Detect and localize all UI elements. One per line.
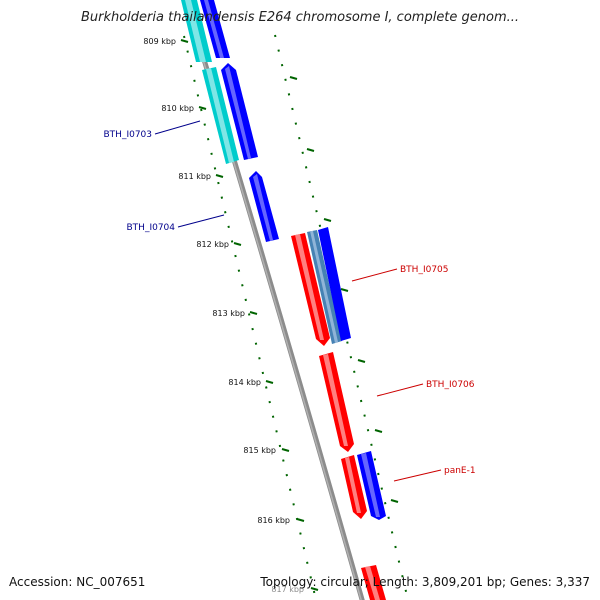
red-cds-bottom-highlight	[365, 566, 380, 600]
tick-label-812: 812 kbp	[196, 240, 229, 249]
reverse-cds-features	[291, 233, 386, 600]
ruler-major-tick	[289, 76, 298, 80]
ruler-major-tick	[340, 288, 349, 292]
cyan-feature-bth-i0703-highlight	[206, 68, 234, 163]
callout-bth-i0706	[376, 383, 424, 397]
tick-label-814: 814 kbp	[228, 378, 261, 387]
callout-pane-1	[393, 469, 442, 482]
outer-ruler	[274, 34, 409, 600]
kbp-labels: 809 kbp 810 kbp 811 kbp 812 kbp 813 kbp …	[143, 37, 304, 594]
blue-cds-bth-i0703-highlight	[225, 66, 251, 159]
summary-text: Topology: circular; Length: 3,809,201 bp…	[260, 575, 590, 589]
callout-bth-i0705	[351, 268, 398, 282]
ruler-major-tick	[249, 311, 258, 315]
callout-bth-i0704	[177, 214, 225, 228]
outer-track-features	[307, 227, 386, 520]
steel-feature-highlight	[310, 231, 338, 343]
ruler-major-tick	[215, 174, 224, 178]
tick-label-813: 813 kbp	[212, 309, 245, 318]
tick-label-816: 816 kbp	[257, 516, 290, 525]
ruler-major-tick	[374, 429, 383, 433]
ruler-major-tick	[390, 499, 399, 503]
gene-label-bth-i0703[interactable]: BTH_I0703	[104, 130, 153, 140]
blue-cds-bth-i0704-highlight	[253, 174, 273, 241]
ruler-major-tick	[233, 242, 242, 246]
tick-label-810: 810 kbp	[161, 104, 194, 113]
ruler-major-tick	[323, 218, 332, 222]
callout-lines	[154, 120, 442, 482]
ruler-major-tick	[357, 359, 366, 363]
red-cds-bth-i0705-highlight	[295, 234, 324, 340]
blue-cds-top-highlight	[204, 0, 224, 58]
ruler-minor-ticks	[183, 35, 317, 600]
ruler-major-tick	[296, 518, 305, 522]
red-cds-pane-1-highlight	[345, 457, 361, 513]
tick-label-811: 811 kbp	[178, 172, 211, 181]
gene-label-bth-i0704[interactable]: BTH_I0704	[127, 223, 176, 233]
forward-cds-features	[200, 0, 279, 242]
cyan-features	[181, 0, 239, 164]
gene-label-pane-1[interactable]: panE-1	[444, 466, 476, 476]
gene-labels: BTH_I0703 BTH_I0704 BTH_I0705 BTH_I0706 …	[104, 130, 476, 476]
blue-outer-bth-i0705	[318, 227, 351, 341]
ruler-major-tick	[306, 148, 315, 152]
accession-text: Accession: NC_007651	[9, 575, 146, 589]
cyan-feature-highlight	[185, 0, 206, 62]
tick-label-809: 809 kbp	[143, 37, 176, 46]
callout-bth-i0703	[154, 120, 201, 135]
inner-ruler	[180, 35, 319, 600]
ruler-major-tick	[180, 39, 189, 43]
blue-outer-pane-1-highlight	[361, 453, 380, 517]
ruler-major-tick	[310, 587, 319, 591]
ruler-major-tick	[198, 106, 207, 110]
tick-label-815: 815 kbp	[243, 446, 276, 455]
ruler-major-tick	[281, 448, 290, 452]
red-cds-bth-i0706-highlight	[323, 354, 348, 446]
gene-label-bth-i0706[interactable]: BTH_I0706	[426, 380, 475, 390]
ruler-major-tick	[265, 380, 274, 384]
map-title: Burkholderia thailandensis E264 chromoso…	[80, 10, 520, 25]
tick-label-817: 817 kbp	[271, 585, 304, 594]
gene-label-bth-i0705[interactable]: BTH_I0705	[400, 265, 449, 275]
